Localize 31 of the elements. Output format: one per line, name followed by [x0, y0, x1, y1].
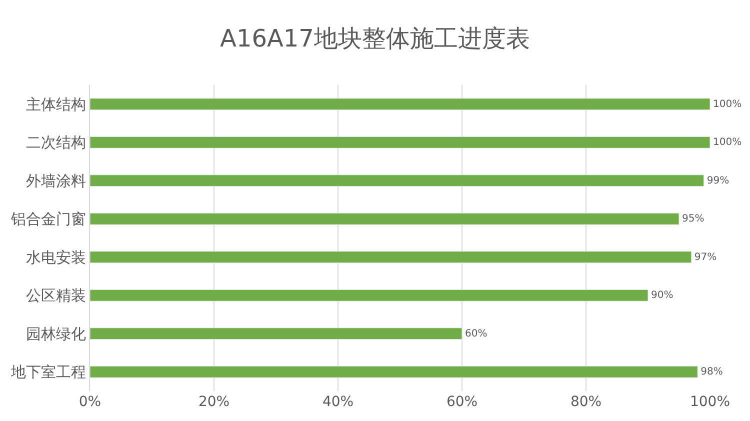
- bar: [90, 328, 462, 340]
- x-tick-label: 40%: [322, 394, 354, 410]
- data-label: 90%: [651, 290, 674, 302]
- y-tick-label: 公区精装: [26, 286, 86, 305]
- x-tick-label: 20%: [198, 394, 230, 410]
- bar: [90, 212, 680, 225]
- bar: [90, 98, 710, 110]
- x-tick-label: 80%: [570, 394, 602, 410]
- x-tick-label: 100%: [690, 394, 730, 410]
- bar: [90, 366, 698, 378]
- bar: [90, 289, 648, 302]
- bar: [90, 174, 704, 187]
- bar: [90, 136, 710, 148]
- y-tick-label: 地下室工程: [10, 363, 86, 382]
- y-tick-label: 二次结构: [26, 134, 86, 152]
- y-tick-label: 铝合金门窗: [10, 210, 86, 228]
- data-label: 98%: [700, 366, 723, 378]
- data-label: 99%: [706, 175, 730, 186]
- y-tick-label: 园林绿化: [26, 324, 86, 343]
- y-tick-label: 水电安装: [26, 248, 86, 266]
- bar: [90, 251, 692, 264]
- data-label: 100%: [713, 137, 742, 148]
- x-tick-label: 60%: [446, 394, 478, 410]
- x-tick-label: 0%: [78, 394, 102, 410]
- data-label: 95%: [682, 214, 704, 225]
- y-tick-label: 外墙涂料: [26, 172, 86, 190]
- data-label: 100%: [713, 98, 742, 110]
- chart-title: A16A17地块整体施工进度表: [220, 24, 530, 52]
- data-label: 97%: [694, 252, 717, 263]
- y-tick-label: 主体结构: [26, 95, 86, 114]
- data-label: 60%: [465, 328, 488, 340]
